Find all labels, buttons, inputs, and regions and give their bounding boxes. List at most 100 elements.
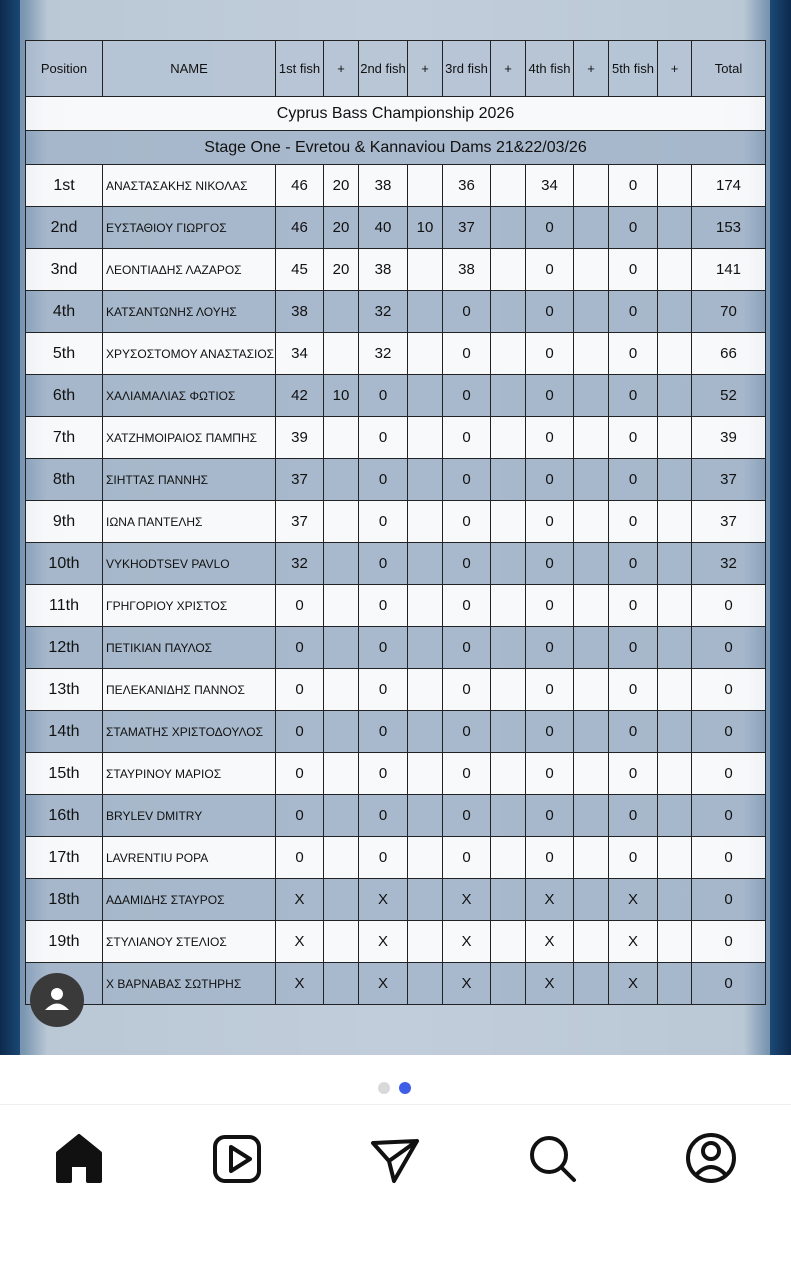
position-cell: 19th bbox=[25, 920, 103, 963]
score-cell bbox=[657, 962, 692, 1005]
column-header: 5th fish bbox=[608, 40, 658, 97]
column-header: + bbox=[323, 40, 359, 97]
score-cell: 0 bbox=[358, 542, 408, 585]
score-cell: 0 bbox=[525, 752, 574, 795]
score-cell: 0 bbox=[691, 626, 766, 669]
result-row: 11th ΓΡΗΓΟΡΙΟΥ ΧΡΙΣΤΟΣ 0 0 0 0 0 0 bbox=[25, 584, 766, 627]
score-cell: 0 bbox=[442, 500, 491, 543]
score-cell bbox=[573, 836, 609, 879]
score-cell bbox=[490, 248, 526, 291]
score-cell: 0 bbox=[525, 332, 574, 375]
score-cell: 32 bbox=[358, 290, 408, 333]
score-cell bbox=[407, 290, 443, 333]
position-cell: 4th bbox=[25, 290, 103, 333]
score-cell: 0 bbox=[608, 794, 658, 837]
column-header: 3rd fish bbox=[442, 40, 491, 97]
score-cell: 40 bbox=[358, 206, 408, 249]
score-cell: 0 bbox=[358, 794, 408, 837]
score-cell: 10 bbox=[407, 206, 443, 249]
name-cell: ΣΤΑΜΑΤΗΣ ΧΡΙΣΤΟΔΟΥΛΟΣ bbox=[102, 710, 276, 753]
score-cell: 0 bbox=[525, 626, 574, 669]
score-cell: 0 bbox=[275, 752, 324, 795]
position-cell: 18th bbox=[25, 878, 103, 921]
score-cell: 0 bbox=[442, 374, 491, 417]
score-cell bbox=[323, 836, 359, 879]
name-cell: ΑΔΑΜΙΔΗΣ ΣΤΑΥΡΟΣ bbox=[102, 878, 276, 921]
score-cell: 0 bbox=[525, 248, 574, 291]
position-cell: 9th bbox=[25, 500, 103, 543]
score-cell: 20 bbox=[323, 164, 359, 207]
score-cell bbox=[323, 752, 359, 795]
score-cell: X bbox=[608, 878, 658, 921]
reels-tab[interactable] bbox=[213, 1135, 261, 1183]
score-cell: 0 bbox=[358, 458, 408, 501]
score-cell: 0 bbox=[525, 374, 574, 417]
score-cell: X bbox=[442, 878, 491, 921]
score-cell bbox=[657, 332, 692, 375]
score-cell bbox=[490, 962, 526, 1005]
column-header: 4th fish bbox=[525, 40, 574, 97]
score-cell bbox=[573, 584, 609, 627]
table-subtitle: Stage One - Evretou & Kannaviou Dams 21&… bbox=[25, 130, 766, 165]
score-cell bbox=[657, 710, 692, 753]
score-cell bbox=[490, 794, 526, 837]
profile-tab[interactable] bbox=[686, 1133, 736, 1183]
score-cell bbox=[490, 374, 526, 417]
score-cell bbox=[573, 374, 609, 417]
score-cell: X bbox=[608, 920, 658, 963]
home-tab[interactable] bbox=[56, 1134, 102, 1183]
result-row: 14th ΣΤΑΜΑΤΗΣ ΧΡΙΣΤΟΔΟΥΛΟΣ 0 0 0 0 0 0 bbox=[25, 710, 766, 753]
position-cell: 7th bbox=[25, 416, 103, 459]
score-cell: 32 bbox=[691, 542, 766, 585]
score-cell: 0 bbox=[358, 626, 408, 669]
score-cell: 70 bbox=[691, 290, 766, 333]
score-cell: 0 bbox=[608, 500, 658, 543]
score-cell: 0 bbox=[525, 836, 574, 879]
name-cell: ΧΑΛΙΑΜΑΛΙΑΣ ΦΩΤΙΟΣ bbox=[102, 374, 276, 417]
score-cell: 0 bbox=[275, 626, 324, 669]
column-header: + bbox=[657, 40, 692, 97]
score-cell: 36 bbox=[442, 164, 491, 207]
score-cell: 0 bbox=[525, 542, 574, 585]
carousel-dot[interactable] bbox=[378, 1082, 390, 1094]
position-cell: 13th bbox=[25, 668, 103, 711]
result-row: 16th BRYLEV DMITRY 0 0 0 0 0 0 bbox=[25, 794, 766, 837]
results-table: Cyprus Bass Championship 2026 Stage One … bbox=[25, 40, 766, 1005]
score-cell bbox=[323, 920, 359, 963]
score-cell bbox=[657, 752, 692, 795]
score-cell: 0 bbox=[608, 164, 658, 207]
score-cell: X bbox=[608, 962, 658, 1005]
carousel-dot-active[interactable] bbox=[399, 1082, 411, 1094]
score-cell bbox=[657, 920, 692, 963]
result-row: 4th ΚΑΤΣΑΝΤΩΝΗΣ ΛΟΥΗΣ 38 32 0 0 0 70 bbox=[25, 290, 766, 333]
score-cell: 0 bbox=[442, 332, 491, 375]
score-cell: 0 bbox=[525, 206, 574, 249]
score-cell bbox=[323, 962, 359, 1005]
score-cell bbox=[573, 920, 609, 963]
score-cell bbox=[657, 374, 692, 417]
score-cell bbox=[323, 416, 359, 459]
result-row: Χ ΒΑΡΝΑΒΑΣ ΣΩΤΗΡΗΣ X X X X X 0 bbox=[25, 962, 766, 1005]
name-cell: ΕΥΣΤΑΘΙΟΥ ΓΙΩΡΓΟΣ bbox=[102, 206, 276, 249]
score-cell bbox=[407, 458, 443, 501]
column-header: Position bbox=[25, 40, 103, 97]
score-cell: 45 bbox=[275, 248, 324, 291]
score-cell bbox=[407, 668, 443, 711]
score-cell bbox=[490, 206, 526, 249]
position-cell: 10th bbox=[25, 542, 103, 585]
profile-body bbox=[694, 1165, 728, 1177]
score-cell: 0 bbox=[525, 584, 574, 627]
search-tab[interactable] bbox=[530, 1136, 568, 1174]
result-row: 19th ΣΤΥΛΙΑΝΟΥ ΣΤΕΛΙΟΣ X X X X X 0 bbox=[25, 920, 766, 963]
result-row: 7th ΧΑΤΖΗΜΟΙΡΑΙΟΣ ΠΑΜΠΗΣ 39 0 0 0 0 39 bbox=[25, 416, 766, 459]
tagged-people-button[interactable] bbox=[30, 973, 84, 1027]
score-cell: X bbox=[525, 878, 574, 921]
score-cell: 0 bbox=[691, 710, 766, 753]
score-cell bbox=[490, 164, 526, 207]
score-cell bbox=[573, 458, 609, 501]
messages-tab[interactable] bbox=[371, 1139, 419, 1183]
name-cell: ΧΡΥΣΟΣΤΟΜΟΥ ΑΝΑΣΤΑΣΙΟΣ bbox=[102, 332, 276, 375]
score-cell: 0 bbox=[608, 584, 658, 627]
score-cell bbox=[407, 248, 443, 291]
